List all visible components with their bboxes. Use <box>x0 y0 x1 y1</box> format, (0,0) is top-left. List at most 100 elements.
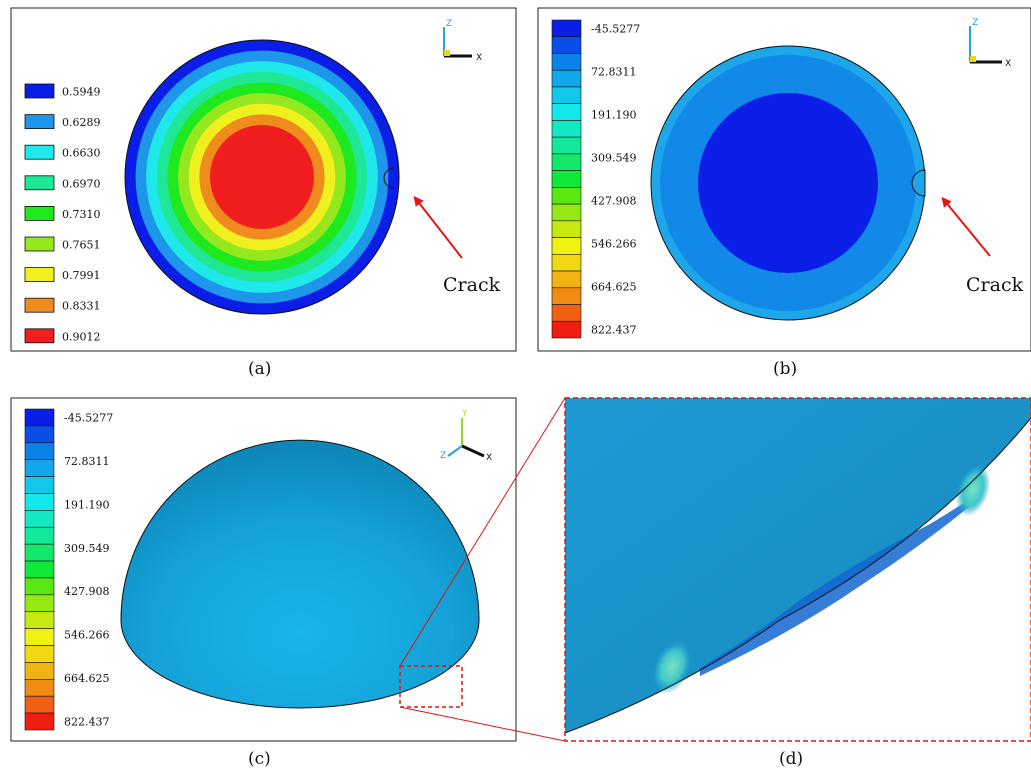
legend-a-label: 0.6970 <box>62 177 101 190</box>
legend-a-swatch <box>24 328 55 344</box>
legend-c-swatch <box>24 408 55 427</box>
legend-c-swatch <box>24 611 55 629</box>
contour-disc-b <box>650 45 926 321</box>
zoom-boundary-curve-d <box>564 417 1031 734</box>
legend-a-swatch <box>24 83 55 99</box>
panel-a: 0.5949 0.6289 0.6630 0.6970 0.7310 0.7651 0.79… <box>10 7 517 379</box>
axis-label-y-c: Y <box>461 409 468 419</box>
axis-label-z-a: Z <box>446 19 452 29</box>
legend-a-swatch <box>24 205 55 221</box>
legend-c-swatch <box>24 628 55 646</box>
zoom-spot-upper-d <box>955 463 991 517</box>
legend-b-label: 822.437 <box>591 324 637 337</box>
legend-b-swatch <box>551 304 582 322</box>
legend-c-label: 309.549 <box>64 542 110 555</box>
legend-b-swatch <box>551 69 582 88</box>
zoom-connector-bottom <box>399 706 566 742</box>
legend-b-swatch <box>551 36 582 54</box>
legend-a-label: 0.7310 <box>62 208 101 221</box>
legend-b-swatch <box>551 86 582 104</box>
legend-a-label: 0.9012 <box>62 330 101 343</box>
axis-label-z-c: Z <box>440 451 446 461</box>
disc-core-b <box>698 93 878 273</box>
legend-c-swatch <box>24 662 55 680</box>
legend-c-label: 822.437 <box>64 716 110 729</box>
legend-c: -45.5277 72.8311 191.190 309.549 427.908 546.… <box>24 408 113 731</box>
legend-b-label: 546.266 <box>591 238 637 251</box>
legend-b-swatch <box>551 19 582 38</box>
legend-b-swatch <box>551 254 582 272</box>
caption-d: (d) <box>779 749 803 769</box>
legend-c-swatch <box>24 442 55 460</box>
legend-a-swatch <box>24 144 55 160</box>
legend-c-label: 191.190 <box>64 498 110 511</box>
legend-b-swatch <box>551 53 582 71</box>
legend-a: 0.5949 0.6289 0.6630 0.6970 0.7310 0.7651 0.79… <box>24 83 101 344</box>
legend-b-swatch <box>551 270 582 289</box>
legend-c-swatch <box>24 679 55 697</box>
legend-b-swatch <box>551 220 582 238</box>
crack-label-a: Crack <box>443 274 501 296</box>
legend-c-swatch <box>24 425 55 444</box>
legend-b-label: 664.625 <box>591 281 637 294</box>
zoom-surface-d <box>565 398 1031 733</box>
crack-notch-b <box>911 169 926 197</box>
crack-notch-a <box>383 167 395 189</box>
legend-a-swatch <box>24 114 55 129</box>
legend-a-swatch <box>24 175 55 191</box>
legend-b-swatch <box>551 237 582 255</box>
panel-d-frame <box>564 397 1031 742</box>
contour-disc-a <box>124 39 400 315</box>
axis-label-x-a: X <box>476 53 482 63</box>
legend-a-label: 0.6630 <box>62 147 101 160</box>
panel-d: (d) <box>564 397 1031 769</box>
axis-label-x-b: X <box>1005 59 1011 69</box>
legend-c-swatch <box>24 459 55 477</box>
legend-a-swatch <box>24 236 55 252</box>
legend-c-swatch <box>24 543 55 562</box>
legend-c-label: -45.5277 <box>64 411 113 424</box>
axis-triad-a: Z X <box>443 19 482 63</box>
legend-b-swatch <box>551 170 582 188</box>
legend-c-label: 427.908 <box>64 585 110 598</box>
legend-b-swatch <box>551 136 582 155</box>
caption-c: (c) <box>248 749 271 769</box>
legend-c-swatch <box>24 695 55 714</box>
caption-a: (a) <box>248 359 271 379</box>
legend-c-swatch <box>24 476 55 494</box>
legend-a-label: 0.8331 <box>62 300 101 313</box>
legend-a-label: 0.5949 <box>62 86 101 99</box>
legend-a-label: 0.7651 <box>62 239 101 252</box>
legend-c-swatch <box>24 712 55 731</box>
legend-b-swatch <box>551 320 582 339</box>
legend-c-swatch <box>24 577 55 596</box>
legend-b-swatch <box>551 103 582 121</box>
legend-a-swatch <box>24 267 55 283</box>
legend-b-label: -45.5277 <box>591 22 640 35</box>
legend-c-swatch <box>24 645 55 663</box>
panel-c: -45.5277 72.8311 191.190 309.549 427.908 546.… <box>10 397 517 769</box>
legend-b-label: 191.190 <box>591 108 637 121</box>
axis-triad-b: Z X <box>969 18 1011 69</box>
legend-c-label: 546.266 <box>64 629 110 642</box>
legend-b-label: 427.908 <box>591 195 637 208</box>
contour-ring-a <box>210 125 314 229</box>
legend-b-swatch <box>551 187 582 205</box>
legend-b-swatch <box>551 120 582 138</box>
legend-a-swatch <box>24 297 55 313</box>
legend-b: -45.5277 72.8311 191.190 309.549 427.908 546.… <box>551 19 640 339</box>
legend-c-label: 72.8311 <box>64 455 110 468</box>
axis-triad-c: Y X Z <box>440 409 492 463</box>
legend-c-swatch <box>24 526 55 545</box>
hemisphere-surface-c <box>120 439 480 709</box>
legend-c-swatch <box>24 560 55 579</box>
axis-label-z-b: Z <box>972 18 978 28</box>
legend-c-swatch <box>24 493 55 511</box>
legend-a-label: 0.6289 <box>62 116 101 129</box>
legend-b-swatch <box>551 287 582 305</box>
panel-b: -45.5277 72.8311 191.190 309.549 427.908 546.… <box>537 7 1031 379</box>
crack-arrow-a <box>413 195 463 259</box>
legend-b-swatch <box>551 203 582 222</box>
legend-c-swatch <box>24 594 55 613</box>
